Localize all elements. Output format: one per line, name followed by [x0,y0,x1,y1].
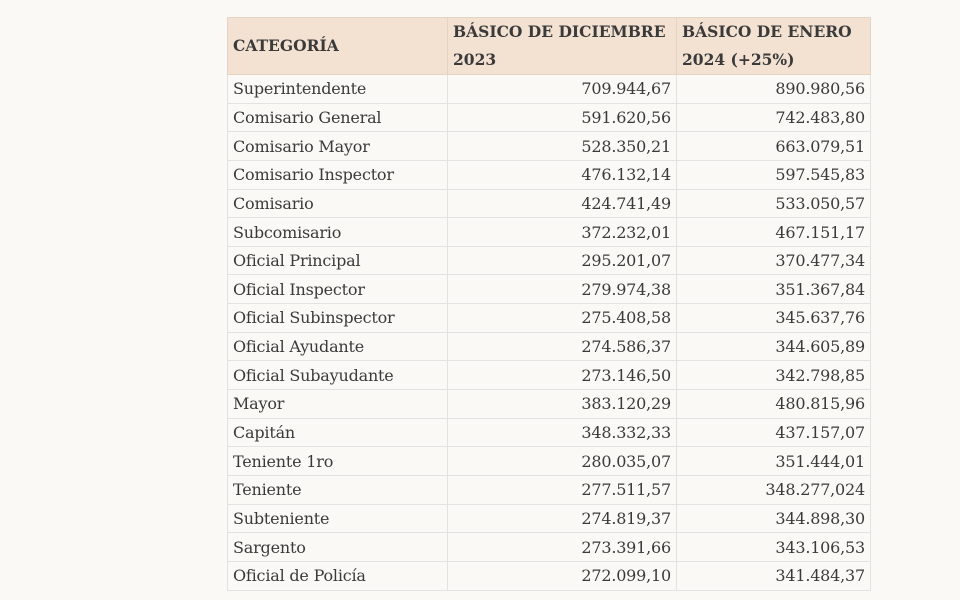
table-row: Teniente 1ro 280.035,07 351.444,01 [227,446,871,476]
basico-enero-cell: 348.277,024 [676,474,871,505]
basico-diciembre-cell: 279.974,38 [447,274,677,305]
table-row: Comisario 424.741,49 533.050,57 [227,188,871,219]
table-row: Subcomisario 372.232,01 467.151,17 [227,217,871,247]
basico-diciembre-cell: 277.511,57 [447,474,677,505]
table-row: Oficial Ayudante 274.586,37 344.605,89 [227,331,871,362]
category-cell: Subteniente [227,503,448,534]
table-row: Comisario Inspector 476.132,14 597.545,83 [227,159,871,190]
category-cell: Oficial Ayudante [227,331,448,362]
basico-diciembre-cell: 272.099,10 [447,560,677,591]
table-header: CATEGORÍA BÁSICO DE DICIEMBRE 2023 BÁSICO … [227,17,871,75]
basico-diciembre-cell: 528.350,21 [447,131,677,161]
basico-diciembre-cell: 273.146,50 [447,360,677,391]
table-body: Superintendente 709.944,67 890.980,56 Comis… [227,74,871,591]
basico-enero-cell: 343.106,53 [676,532,871,562]
basico-diciembre-cell: 348.332,33 [447,417,677,448]
table-row: Superintendente 709.944,67 890.980,56 [227,74,871,104]
category-cell: Teniente [227,474,448,505]
basico-enero-cell: 342.798,85 [676,360,871,391]
category-cell: Comisario General [227,102,448,133]
table-row: Capitán 348.332,33 437.157,07 [227,417,871,448]
basico-enero-cell: 344.605,89 [676,331,871,362]
basico-diciembre-cell: 383.120,29 [447,389,677,419]
category-cell: Oficial Inspector [227,274,448,305]
basico-enero-cell: 533.050,57 [676,188,871,219]
basico-enero-cell: 344.898,30 [676,503,871,534]
category-cell: Oficial Principal [227,245,448,276]
category-cell: Oficial de Policía [227,560,448,591]
category-cell: Subcomisario [227,217,448,247]
basico-diciembre-cell: 275.408,58 [447,303,677,333]
table-row: Comisario Mayor 528.350,21 663.079,51 [227,131,871,161]
basico-enero-cell: 480.815,96 [676,389,871,419]
header-basico-diciembre: BÁSICO DE DICIEMBRE 2023 [447,17,677,75]
category-cell: Sargento [227,532,448,562]
basico-diciembre-cell: 274.586,37 [447,331,677,362]
header-row: CATEGORÍA BÁSICO DE DICIEMBRE 2023 BÁSICO … [227,17,871,75]
basico-diciembre-cell: 591.620,56 [447,102,677,133]
table-row: Mayor 383.120,29 480.815,96 [227,389,871,419]
basico-diciembre-cell: 424.741,49 [447,188,677,219]
basico-enero-cell: 663.079,51 [676,131,871,161]
category-cell: Comisario Mayor [227,131,448,161]
basico-diciembre-cell: 709.944,67 [447,74,677,104]
basico-enero-cell: 351.444,01 [676,446,871,476]
basico-enero-cell: 370.477,34 [676,245,871,276]
category-cell: Mayor [227,389,448,419]
basico-enero-cell: 890.980,56 [676,74,871,104]
category-cell: Oficial Subayudante [227,360,448,391]
category-cell: Capitán [227,417,448,448]
basico-enero-cell: 742.483,80 [676,102,871,133]
basico-enero-cell: 341.484,37 [676,560,871,591]
table-row: Oficial Subinspector 275.408,58 345.637,76 [227,303,871,333]
table-row: Oficial Subayudante 273.146,50 342.798,85 [227,360,871,391]
salary-table: CATEGORÍA BÁSICO DE DICIEMBRE 2023 BÁSICO … [227,17,871,591]
basico-enero-cell: 597.545,83 [676,159,871,190]
header-categoria: CATEGORÍA [227,17,448,75]
category-cell: Oficial Subinspector [227,303,448,333]
category-cell: Comisario Inspector [227,159,448,190]
table-row: Comisario General 591.620,56 742.483,80 [227,102,871,133]
basico-enero-cell: 437.157,07 [676,417,871,448]
header-basico-enero: BÁSICO DE ENERO 2024 (+25%) [676,17,871,75]
basico-diciembre-cell: 274.819,37 [447,503,677,534]
table-row: Oficial Principal 295.201,07 370.477,34 [227,245,871,276]
category-cell: Superintendente [227,74,448,104]
basico-enero-cell: 351.367,84 [676,274,871,305]
basico-diciembre-cell: 280.035,07 [447,446,677,476]
table-row: Teniente 277.511,57 348.277,024 [227,474,871,505]
table-row: Subteniente 274.819,37 344.898,30 [227,503,871,534]
basico-diciembre-cell: 273.391,66 [447,532,677,562]
basico-diciembre-cell: 372.232,01 [447,217,677,247]
table-row: Sargento 273.391,66 343.106,53 [227,532,871,562]
basico-enero-cell: 467.151,17 [676,217,871,247]
basico-diciembre-cell: 476.132,14 [447,159,677,190]
basico-diciembre-cell: 295.201,07 [447,245,677,276]
basico-enero-cell: 345.637,76 [676,303,871,333]
category-cell: Comisario [227,188,448,219]
table-row: Oficial de Policía 272.099,10 341.484,37 [227,560,871,591]
category-cell: Teniente 1ro [227,446,448,476]
table-row: Oficial Inspector 279.974,38 351.367,84 [227,274,871,305]
